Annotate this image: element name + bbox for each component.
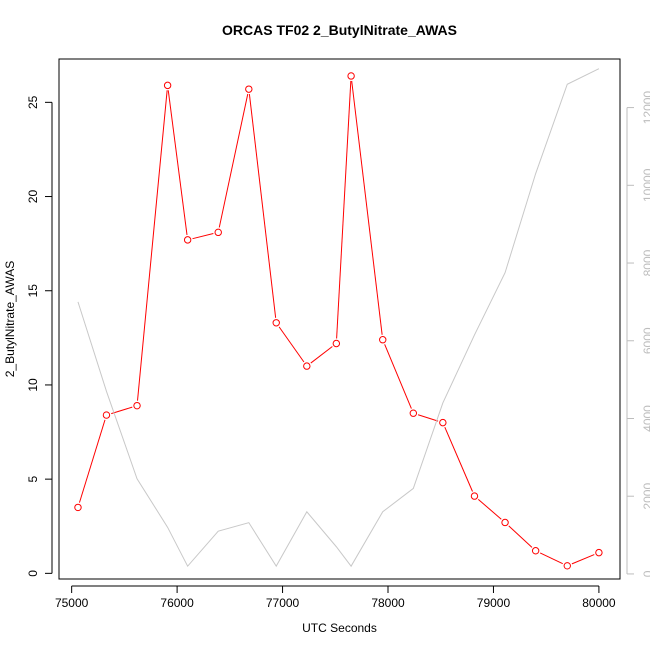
- series-1-point: [470, 492, 479, 500]
- series-1-segment: [248, 94, 277, 318]
- series-1-segment: [351, 80, 383, 335]
- x-axis: 75000 76000 77000 78000 79000 80000: [55, 585, 616, 610]
- x-tick-label: 80000: [582, 596, 616, 610]
- series-1-segment: [384, 344, 412, 409]
- x-tick-label: 77000: [266, 596, 300, 610]
- y-tick-label-left: 15: [26, 284, 40, 298]
- series-1-point: [439, 418, 447, 427]
- y-tick-label-left: 5: [26, 475, 40, 482]
- series-1: [74, 72, 603, 570]
- series-1-segment: [192, 233, 214, 240]
- y-tick-label-right: 6000: [641, 327, 650, 354]
- series-1-segment: [78, 419, 106, 503]
- series-1-segment: [167, 90, 188, 235]
- series-1-point: [214, 228, 222, 237]
- y-tick-label-left: 25: [26, 95, 40, 109]
- series-1-segment: [310, 346, 333, 364]
- series-1-segment: [508, 525, 533, 548]
- series-1-point: [133, 401, 141, 410]
- series-1-segment: [218, 93, 249, 228]
- plot-frame: [58, 58, 621, 580]
- series-1-point: [183, 236, 192, 244]
- series-1-point: [531, 547, 540, 555]
- y-tick-label-right: 8000: [641, 249, 650, 276]
- series-1-segment: [137, 90, 168, 401]
- x-axis-label: UTC Seconds: [302, 621, 377, 635]
- series-1-segment: [111, 406, 133, 415]
- y-tick-label-right: 4000: [641, 405, 650, 432]
- series-1-segment: [444, 427, 473, 492]
- x-tick-label: 78000: [371, 596, 405, 610]
- series-1-point: [102, 411, 111, 419]
- y-tick-label-right: 2000: [641, 483, 650, 510]
- y-tick-label-left: 10: [26, 378, 40, 392]
- y-tick-label-right: 12000: [641, 91, 650, 125]
- series-1-point: [163, 81, 172, 90]
- series-1-segment: [571, 554, 595, 565]
- y-tick-label-right: 0: [641, 570, 650, 577]
- series-1-point: [332, 339, 341, 348]
- series-1-point: [74, 503, 82, 512]
- series-1-point: [409, 409, 418, 417]
- right-axis: 0 2000 4000 6000 8000 10000 12000: [626, 91, 650, 577]
- y-axis-label-left: 2_ButylNitrate_AWAS: [3, 261, 17, 378]
- x-tick-label: 79000: [477, 596, 511, 610]
- x-tick-label: 75000: [55, 596, 89, 610]
- series-1-segment: [539, 552, 563, 565]
- series-1-segment: [336, 80, 352, 339]
- x-tick-label: 76000: [160, 596, 194, 610]
- series-1-point: [379, 336, 387, 344]
- series-1-point: [272, 319, 280, 327]
- series-1-segment: [417, 414, 439, 422]
- series-1-point: [245, 85, 253, 93]
- series-1-segment: [477, 498, 502, 520]
- series-2-line: [77, 68, 600, 568]
- left-axis: 0 5 10 15 20 25: [26, 95, 53, 577]
- series-1-point: [563, 562, 571, 570]
- series-1-segment: [278, 326, 305, 363]
- y-tick-label-left: 20: [26, 190, 40, 204]
- series-1-point: [501, 518, 509, 527]
- series-1-point: [595, 548, 603, 557]
- series-1-point: [303, 362, 311, 370]
- series-layer: [74, 68, 603, 570]
- chart-title: ORCAS TF02 2_ButylNitrate_AWAS: [222, 22, 457, 38]
- series-1-point: [347, 72, 355, 80]
- y-tick-label-right: 10000: [641, 168, 650, 202]
- y-tick-label-left: 0: [26, 570, 40, 577]
